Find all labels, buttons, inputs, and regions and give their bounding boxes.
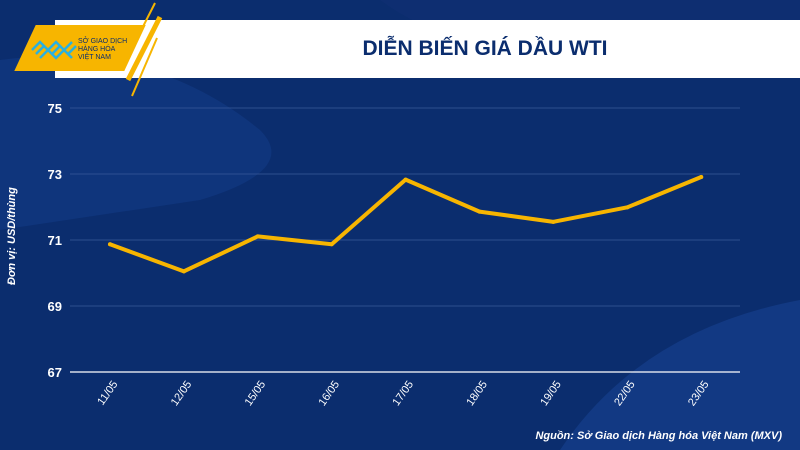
data-point: [108, 242, 112, 247]
y-tick-label: 73: [48, 167, 62, 182]
logo-line: SỞ GIAO DỊCH: [78, 38, 128, 45]
data-point: [403, 177, 408, 182]
logo-line: HÀNG HÓA: [78, 46, 116, 53]
logo-icon: [31, 40, 77, 60]
y-tick-label: 67: [48, 365, 62, 380]
data-point: [477, 209, 482, 214]
x-tick-label: 19/05: [538, 379, 564, 408]
data-point: [329, 242, 334, 247]
y-tick-label: 69: [48, 299, 62, 314]
x-tick-label: 11/05: [95, 379, 120, 408]
x-tick-label: 15/05: [243, 379, 269, 408]
data-point: [699, 174, 704, 179]
title-banner: [55, 20, 800, 78]
y-tick-label: 71: [48, 233, 62, 248]
data-point: [181, 269, 186, 274]
series-line-wti: [108, 174, 704, 274]
chart-title: DIỄN BIẾN GIÁ DẦU WTI: [362, 37, 608, 60]
x-tick-label: 18/05: [464, 379, 490, 408]
accent-stripes: [124, 2, 163, 97]
data-point: [551, 219, 556, 224]
y-tick-label: 75: [48, 101, 62, 116]
x-tick-label: 17/05: [390, 379, 416, 408]
x-tick-label: 12/05: [169, 379, 195, 408]
x-tick-label: 16/05: [317, 379, 343, 408]
data-point: [625, 205, 630, 210]
logo-line: VIỆT NAM: [78, 54, 111, 61]
source-note: Nguồn: Sở Giao dịch Hàng hóa Việt Nam (M…: [535, 430, 782, 442]
data-point: [255, 234, 260, 239]
x-tick-label: 23/05: [686, 379, 712, 408]
logo-text: SỞ GIAO DỊCH HÀNG HÓA VIỆT NAM: [78, 38, 127, 62]
x-tick-label: 22/05: [612, 379, 638, 408]
